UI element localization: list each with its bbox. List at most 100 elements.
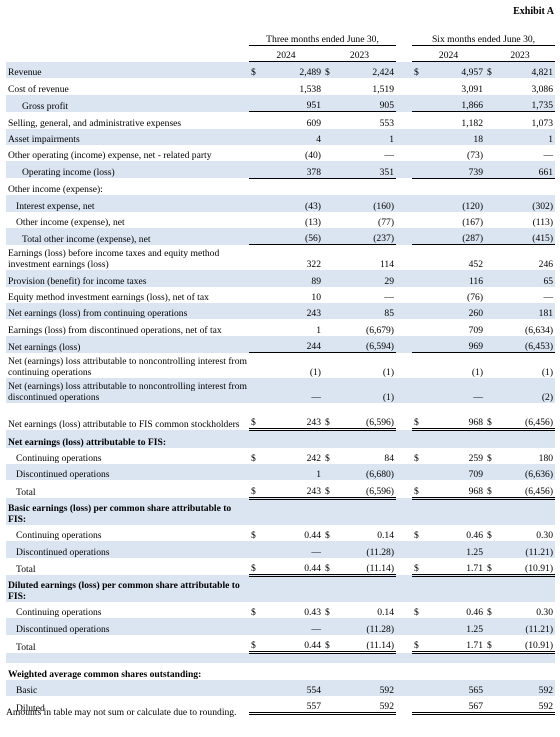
value-cell: (1) — [471, 367, 484, 379]
value-cell: (6,634) — [525, 324, 554, 336]
currency-symbol — [323, 618, 334, 635]
currency-symbol: $ — [323, 634, 334, 655]
value-cell: (40) — [305, 150, 321, 162]
currency-symbol — [323, 227, 334, 246]
row-label: Asset impairments — [6, 128, 249, 145]
value-cell — [423, 575, 486, 602]
value-cell: (1) — [334, 378, 397, 404]
currency-symbol — [485, 270, 497, 287]
currency-symbol — [485, 663, 496, 679]
statement-row: Gross profit 951 905 1,866 1,735 — [6, 94, 556, 113]
row-label: Total — [16, 487, 36, 499]
value-cell: (160) — [334, 195, 397, 212]
value-cell: 259 — [468, 453, 484, 465]
value-cell: (167) — [462, 216, 484, 228]
value-cell: 114 — [379, 259, 395, 271]
currency-symbol — [323, 128, 334, 145]
currency-symbol — [412, 287, 423, 303]
value-cell — [334, 575, 397, 602]
statement-row: Operating income (loss) 378 351 739 661 — [6, 161, 556, 179]
row-label: Operating income (loss) — [6, 161, 249, 179]
currency-symbol — [249, 541, 260, 558]
currency-symbol — [323, 145, 334, 161]
currency-symbol: $ — [325, 607, 330, 619]
statement-row: Diluted earnings (loss) per common share… — [6, 575, 556, 602]
currency-symbol — [412, 319, 423, 335]
currency-symbol: $ — [485, 403, 497, 432]
statement-row: Basic 554 592 565 592 — [6, 679, 556, 696]
value-cell — [260, 178, 323, 195]
currency-symbol — [412, 429, 424, 448]
value-cell: 592 — [496, 695, 556, 716]
currency-symbol — [323, 303, 334, 320]
value-cell: 4,957 — [423, 61, 486, 79]
currency-symbol: $ — [323, 61, 334, 79]
row-label: Continuing operations — [16, 453, 102, 465]
row-label: Net earnings (loss) attributable to FIS: — [6, 429, 249, 448]
currency-symbol — [485, 679, 497, 696]
value-cell: 554 — [260, 679, 323, 696]
value-cell: 1.25 — [423, 618, 486, 635]
value-cell: 1 — [316, 324, 321, 336]
currency-symbol — [485, 128, 497, 145]
currency-symbol — [323, 335, 334, 354]
six-months-header: Six months ended June 30, — [412, 30, 556, 46]
value-cell: 3,091 — [461, 83, 484, 95]
currency-symbol: $ — [251, 530, 256, 542]
currency-symbol — [485, 94, 497, 113]
currency-symbol — [249, 652, 260, 664]
currency-symbol — [485, 212, 496, 228]
value-cell — [260, 652, 323, 664]
currency-symbol — [412, 78, 423, 94]
value-cell — [334, 663, 396, 679]
value-cell: 0.14 — [377, 530, 395, 542]
value-cell: 0.43 — [304, 607, 321, 619]
row-label: Provision (benefit) for income taxes — [6, 270, 249, 287]
row-label: Gross profit — [6, 94, 249, 112]
row-label: Total other income (expense), net — [6, 227, 249, 245]
statement-row: Revenue $2,489 $2,424 $4,957 $4,821 — [6, 61, 556, 79]
currency-symbol — [249, 429, 260, 448]
value-cell: 661 — [496, 161, 556, 179]
value-cell: (13) — [305, 216, 321, 228]
row-label: Net earnings (loss) — [6, 335, 249, 353]
value-cell: (11.28) — [334, 618, 397, 635]
currency-symbol — [323, 663, 334, 679]
value-cell: 1,538 — [299, 83, 321, 95]
row-label: Weighted average common shares outstandi… — [8, 668, 202, 680]
currency-symbol — [323, 78, 334, 94]
value-cell — [496, 652, 556, 664]
currency-symbol — [249, 145, 260, 161]
row-label: Diluted earnings (loss) per common share… — [6, 575, 249, 602]
value-cell: 0.44 — [304, 530, 321, 542]
currency-symbol — [485, 695, 497, 716]
currency-symbol — [412, 378, 424, 404]
currency-symbol: $ — [249, 480, 260, 500]
currency-symbol — [412, 303, 424, 320]
value-cell: 89 — [260, 270, 323, 287]
value-cell: 905 — [334, 94, 397, 113]
value-cell: 452 — [468, 259, 484, 271]
row-label: Continuing operations — [16, 607, 102, 619]
row-label: Selling, general, and administrative exp… — [8, 117, 182, 129]
currency-symbol — [485, 319, 496, 335]
row-label: Discontinued operations — [6, 464, 249, 481]
currency-symbol — [485, 464, 497, 481]
currency-symbol — [412, 464, 424, 481]
value-cell: (11.21) — [496, 541, 556, 558]
currency-symbol — [485, 498, 497, 525]
value-cell: 0.30 — [536, 607, 554, 619]
currency-symbol — [249, 303, 260, 320]
value-cell: 609 — [306, 117, 321, 129]
value-cell: (6,456) — [496, 480, 556, 500]
currency-symbol — [323, 287, 334, 303]
value-cell: 3,086 — [531, 83, 554, 95]
value-cell: (1) — [541, 367, 554, 379]
value-cell — [423, 498, 486, 525]
currency-symbol — [485, 353, 496, 379]
statement-row: Continuing operations $242 $84 $259 $180 — [6, 448, 555, 464]
currency-symbol — [412, 128, 424, 145]
currency-symbol — [412, 145, 423, 161]
currency-symbol — [249, 227, 260, 246]
